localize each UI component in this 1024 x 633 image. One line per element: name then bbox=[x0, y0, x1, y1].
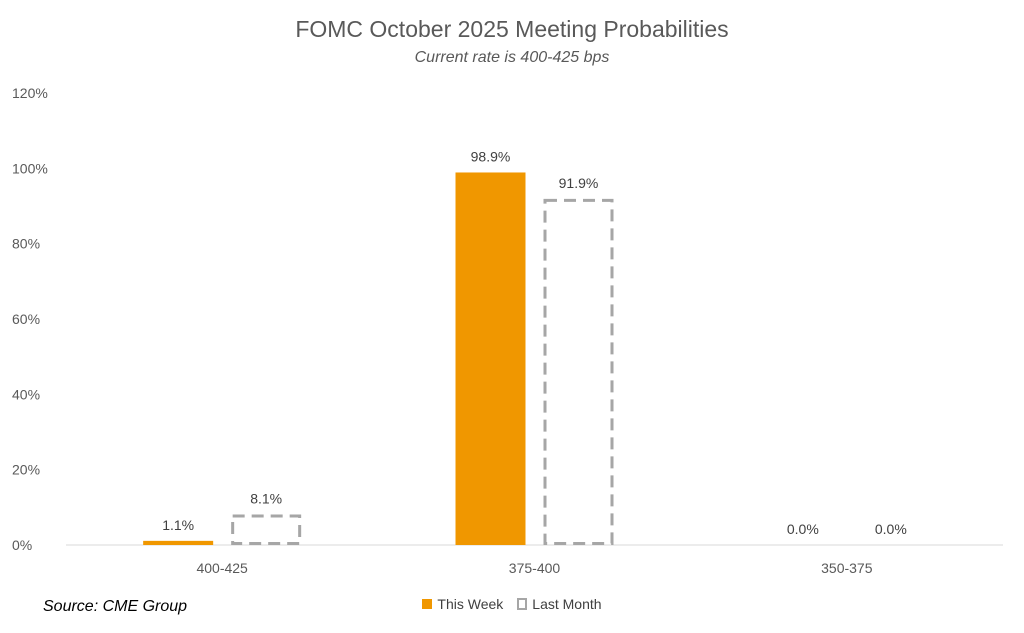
legend-swatch-last-month bbox=[517, 598, 528, 610]
chart-title: FOMC October 2025 Meeting Probabilities bbox=[295, 16, 729, 42]
source-note: Source: CME Group bbox=[43, 598, 188, 615]
data-label: 98.9% bbox=[471, 148, 511, 164]
legend-label-last-month: Last Month bbox=[532, 596, 602, 612]
data-label: 0.0% bbox=[787, 521, 819, 537]
data-label: 0.0% bbox=[875, 521, 907, 537]
bar-last-month bbox=[543, 198, 614, 546]
data-label: 91.9% bbox=[559, 175, 599, 191]
data-label: 8.1% bbox=[250, 490, 282, 506]
y-tick-label: 100% bbox=[12, 160, 48, 176]
y-tick-label: 40% bbox=[12, 386, 40, 402]
legend: This Week Last Month bbox=[0, 596, 1024, 612]
x-tick-label: 375-400 bbox=[509, 560, 561, 576]
bar-last-month bbox=[231, 514, 302, 545]
data-label: 1.1% bbox=[162, 517, 194, 533]
y-tick-label: 60% bbox=[12, 311, 40, 327]
legend-item-this-week: This Week bbox=[422, 596, 503, 612]
y-tick-label: 120% bbox=[12, 85, 48, 101]
bar-this-week bbox=[455, 172, 526, 545]
y-tick-label: 20% bbox=[12, 462, 40, 478]
bar-this-week bbox=[143, 540, 214, 545]
x-tick-label: 350-375 bbox=[821, 560, 873, 576]
legend-label-this-week: This Week bbox=[437, 596, 504, 612]
legend-swatch-this-week bbox=[422, 599, 433, 609]
y-tick-label: 80% bbox=[12, 236, 40, 252]
chart-subtitle: Current rate is 400-425 bps bbox=[414, 49, 610, 66]
legend-item-last-month: Last Month bbox=[517, 596, 602, 612]
y-tick-label: 0% bbox=[12, 537, 32, 553]
x-tick-label: 400-425 bbox=[196, 560, 248, 576]
